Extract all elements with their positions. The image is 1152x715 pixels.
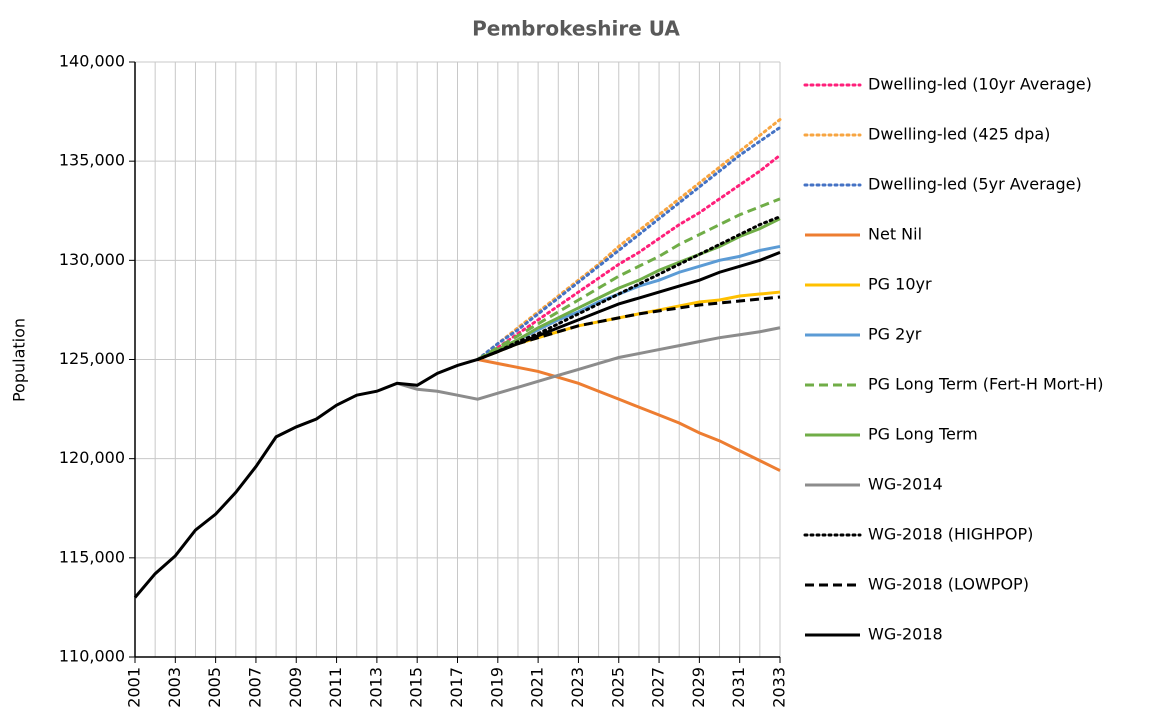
x-tick-label: 2029 [689, 667, 708, 708]
y-tick-label: 110,000 [59, 647, 125, 666]
x-tick-label: 2019 [487, 667, 506, 708]
series-line [476, 197, 781, 361]
x-tick-label: 2025 [608, 667, 627, 708]
legend-label: Dwelling-led (425 dpa) [868, 125, 1050, 144]
series-line [133, 251, 781, 599]
chart-title: Pembrokeshire UA [472, 17, 680, 41]
x-tick-label: 2007 [245, 667, 264, 708]
x-tick-label: 2017 [447, 667, 466, 708]
legend-label: Net Nil [868, 225, 922, 244]
x-tick-label: 2021 [528, 667, 547, 708]
legend-label: WG-2018 [868, 625, 943, 644]
series-line [396, 326, 781, 401]
legend-label: Dwelling-led (10yr Average) [868, 75, 1092, 94]
y-tick-label: 125,000 [59, 349, 125, 368]
legend-label: PG 10yr [868, 275, 932, 294]
y-tick-label: 115,000 [59, 547, 125, 566]
legend-label: WG-2014 [868, 475, 943, 494]
x-tick-label: 2001 [125, 667, 144, 708]
y-tick-label: 140,000 [59, 52, 125, 71]
x-tick-label: 2023 [568, 667, 587, 708]
series-line [476, 118, 782, 361]
x-tick-label: 2015 [407, 667, 426, 708]
y-axis-label: Population [10, 318, 29, 402]
series-line [476, 125, 782, 361]
x-tick-label: 2011 [326, 667, 345, 708]
series-line [477, 358, 781, 472]
legend-label: PG 2yr [868, 325, 922, 344]
series-line [476, 217, 781, 361]
y-tick-label: 120,000 [59, 448, 125, 467]
x-tick-label: 2009 [286, 667, 305, 708]
series-line [476, 153, 782, 361]
y-tick-label: 130,000 [59, 250, 125, 269]
y-tick-label: 135,000 [59, 151, 125, 170]
x-tick-label: 2005 [205, 667, 224, 708]
x-tick-label: 2013 [366, 667, 385, 708]
x-tick-label: 2003 [165, 667, 184, 708]
legend-label: WG-2018 (LOWPOP) [868, 575, 1029, 594]
legend-label: PG Long Term (Fert-H Mort-H) [868, 375, 1103, 394]
x-tick-label: 2033 [770, 667, 789, 708]
series-line [476, 215, 782, 361]
series-line [477, 295, 781, 361]
x-tick-label: 2027 [649, 667, 668, 708]
legend-label: PG Long Term [868, 425, 978, 444]
legend-label: Dwelling-led (5yr Average) [868, 175, 1082, 194]
x-tick-label: 2031 [729, 667, 748, 708]
legend-label: WG-2018 (HIGHPOP) [868, 525, 1033, 544]
